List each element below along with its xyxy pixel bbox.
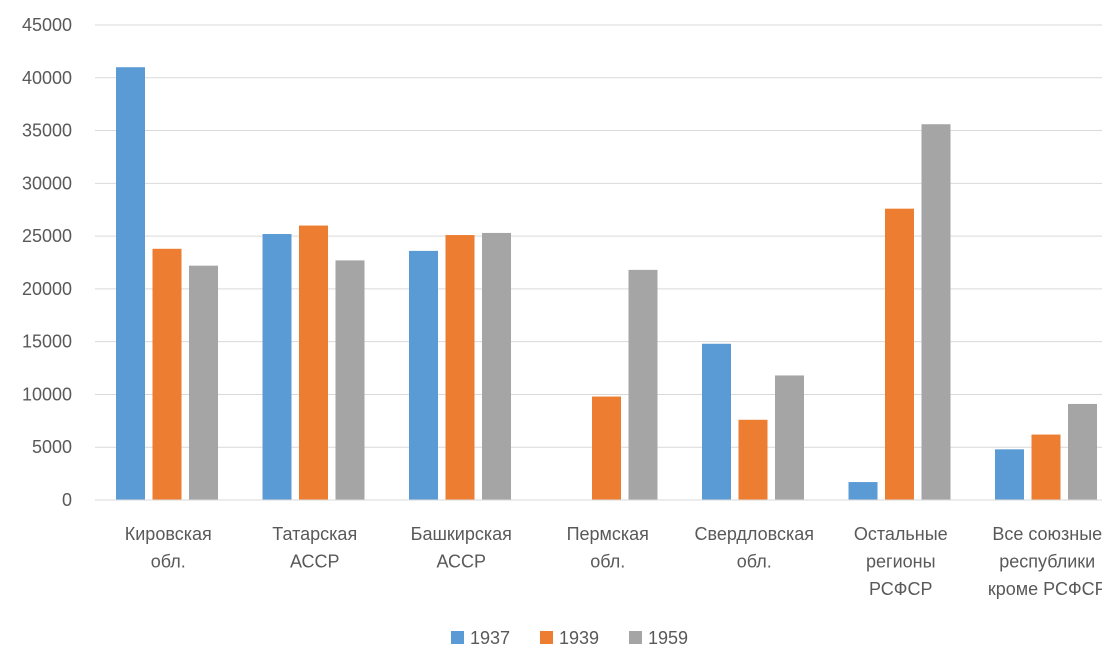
y-tick-label: 40000 [22,68,72,88]
legend-label-1939: 1939 [559,628,599,648]
legend: 1937 1939 1959 [451,628,688,648]
legend-swatch-1959 [629,631,642,644]
legend-swatch-1939 [540,631,553,644]
legend-label-1937: 1937 [470,628,510,648]
x-category-label: Башкирская АССР [411,524,512,572]
y-axis-ticks: 0 5000 10000 15000 20000 25000 30000 35000 40000… [22,15,72,510]
bar-1939 [592,396,621,500]
bar-1937 [848,482,878,500]
bar-1937 [995,449,1024,500]
bar-1959 [335,260,365,500]
bar-1939 [885,208,914,500]
x-category-label: Свердловская обл. [694,524,814,572]
bar-1937 [702,343,731,500]
bar-1959 [1068,403,1097,500]
y-tick-label: 0 [62,490,72,510]
y-tick-label: 15000 [22,332,72,352]
bar-1939 [1031,434,1061,500]
bar-1937 [409,250,438,500]
bar-1939 [738,419,768,500]
x-axis-category-labels: Кировская обл. Татарская АССР Башкирская АССР… [125,524,1102,599]
bar-1959 [775,375,804,500]
legend-swatch-1937 [451,631,464,644]
bar-1959 [628,269,658,500]
x-category-label: Кировская обл. [125,524,212,572]
bar-1959 [482,232,511,500]
x-category-label: Пермская обл. [567,524,649,572]
y-tick-label: 35000 [22,121,72,141]
x-category-label: Остальные регионы РСФСР [854,524,948,599]
legend-label-1959: 1959 [648,628,688,648]
bar-1937 [116,67,145,500]
x-category-label: Все союзные республики кроме РСФСР [988,524,1102,599]
bar-1937 [262,234,292,500]
bar-1959 [189,265,218,500]
bar-1939 [152,248,182,500]
y-tick-label: 5000 [32,437,72,457]
x-category-label: Татарская АССР [272,524,357,572]
bar-1959 [921,124,951,500]
y-tick-label: 30000 [22,173,72,193]
y-tick-label: 25000 [22,226,72,246]
y-tick-label: 20000 [22,279,72,299]
bar-1939 [445,235,475,501]
bars [116,67,1097,501]
bar-1939 [299,225,328,501]
y-tick-label: 45000 [22,15,72,35]
gridlines [95,24,1102,448]
y-tick-label: 10000 [22,384,72,404]
